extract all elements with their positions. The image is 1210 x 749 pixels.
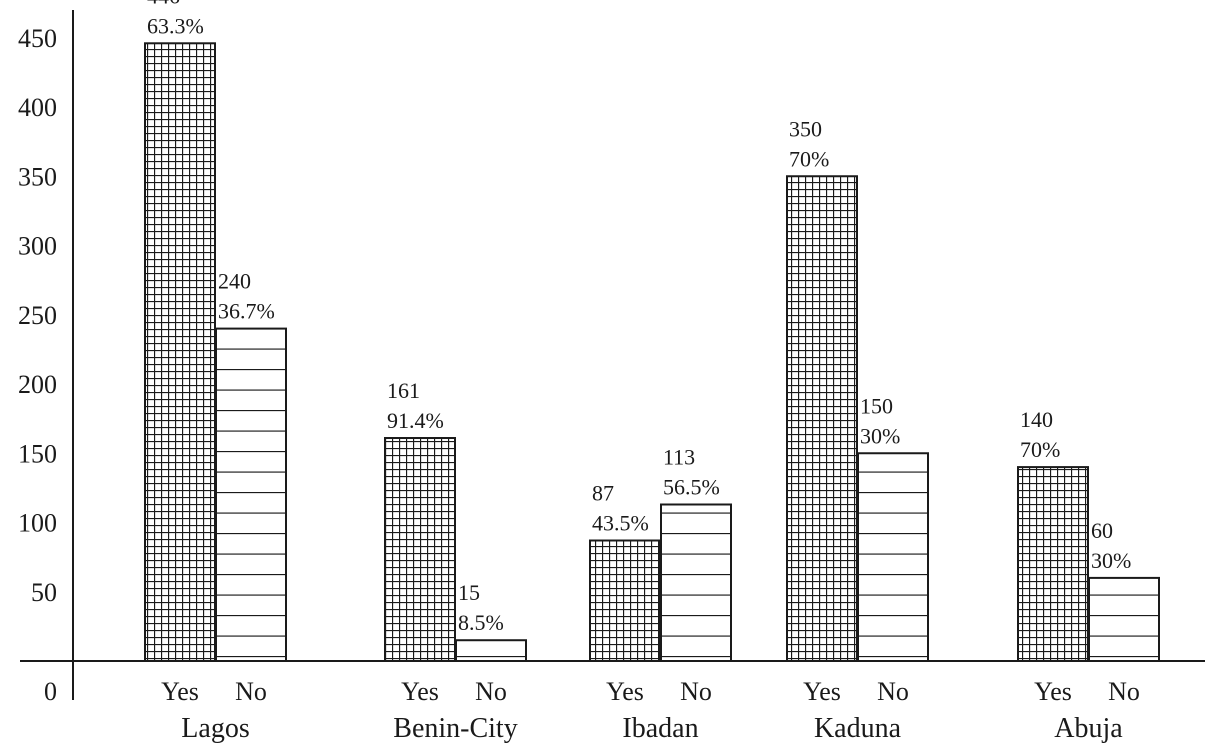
bar-lagos-yes <box>144 42 216 663</box>
y-tick-label: 350 <box>18 162 57 191</box>
bar-benincity-yes <box>384 437 456 663</box>
bar-value-label: 15 <box>458 580 480 605</box>
bar-percent-label: 56.5% <box>663 474 720 499</box>
x-sub-label-yes: Yes <box>401 677 439 706</box>
bar-ibadan-yes <box>589 539 661 663</box>
bar-abuja-no <box>1088 576 1160 663</box>
bar-percent-label: 63.3% <box>147 13 204 38</box>
x-category-label: Benin-City <box>393 713 517 744</box>
bar-percent-label: 91.4% <box>387 408 444 433</box>
bar-value-label: 161 <box>387 378 420 403</box>
x-category-label: Kaduna <box>814 713 902 744</box>
y-tick-label: 300 <box>18 232 57 261</box>
y-tick-label: 450 <box>18 24 57 53</box>
x-category-label: Ibadan <box>622 713 698 744</box>
y-tick-label: 400 <box>18 93 57 122</box>
bar-percent-label: 30% <box>860 423 900 448</box>
x-sub-label-no: No <box>877 677 909 706</box>
x-sub-label-no: No <box>680 677 712 706</box>
bar-kaduna-no <box>857 452 929 662</box>
x-sub-label-no: No <box>1108 677 1140 706</box>
bar-value-label: 113 <box>663 444 695 469</box>
bar-kaduna-yes <box>786 175 858 662</box>
y-tick-label: 50 <box>31 578 57 607</box>
bar-benincity-no <box>455 639 527 662</box>
bar-percent-label: 43.5% <box>592 511 649 536</box>
x-sub-label-no: No <box>235 677 267 706</box>
x-category-label: Lagos <box>181 713 249 744</box>
bar-percent-label: 8.5% <box>458 610 504 635</box>
x-sub-label-no: No <box>475 677 507 706</box>
bar-value-label: 140 <box>1020 407 1053 432</box>
bar-value-label: 240 <box>218 269 251 294</box>
x-sub-label-yes: Yes <box>606 677 644 706</box>
y-tick-label: 0 <box>44 677 57 706</box>
bar-ibadan-no <box>660 503 732 662</box>
bar-abuja-yes <box>1017 466 1089 662</box>
data-labels-group: 446 63.3% 240 36.7% 161 91.4% 15 8.5% 87 43.5% 113… <box>147 0 1131 635</box>
bar-percent-label: 36.7% <box>218 299 275 324</box>
y-tick-label: 150 <box>18 439 57 468</box>
bar-value-label: 150 <box>860 393 893 418</box>
bar-percent-label: 70% <box>1020 437 1060 462</box>
x-sub-label-yes: Yes <box>1034 677 1072 706</box>
bar-value-label: 350 <box>789 116 822 141</box>
x-axis-labels: Yes No Lagos Yes No Benin-City Yes No Ibadan Yes N… <box>161 677 1140 744</box>
x-sub-label-yes: Yes <box>161 677 199 706</box>
bar-percent-label: 70% <box>789 146 829 171</box>
bar-percent-label: 30% <box>1091 548 1131 573</box>
bar-value-label: 60 <box>1091 518 1113 543</box>
bar-value-label: 87 <box>592 481 614 506</box>
y-tick-label: 200 <box>18 370 57 399</box>
bar-value-label: 446 <box>147 0 180 8</box>
x-category-label: Abuja <box>1054 713 1123 744</box>
bars-group <box>144 42 1160 663</box>
y-tick-label: 100 <box>18 509 57 538</box>
x-sub-label-yes: Yes <box>803 677 841 706</box>
bar-lagos-no <box>215 327 287 662</box>
y-tick-label: 250 <box>18 301 57 330</box>
y-axis-ticks: 0 50 100 150 200 250 300 350 400 450 <box>18 24 57 706</box>
